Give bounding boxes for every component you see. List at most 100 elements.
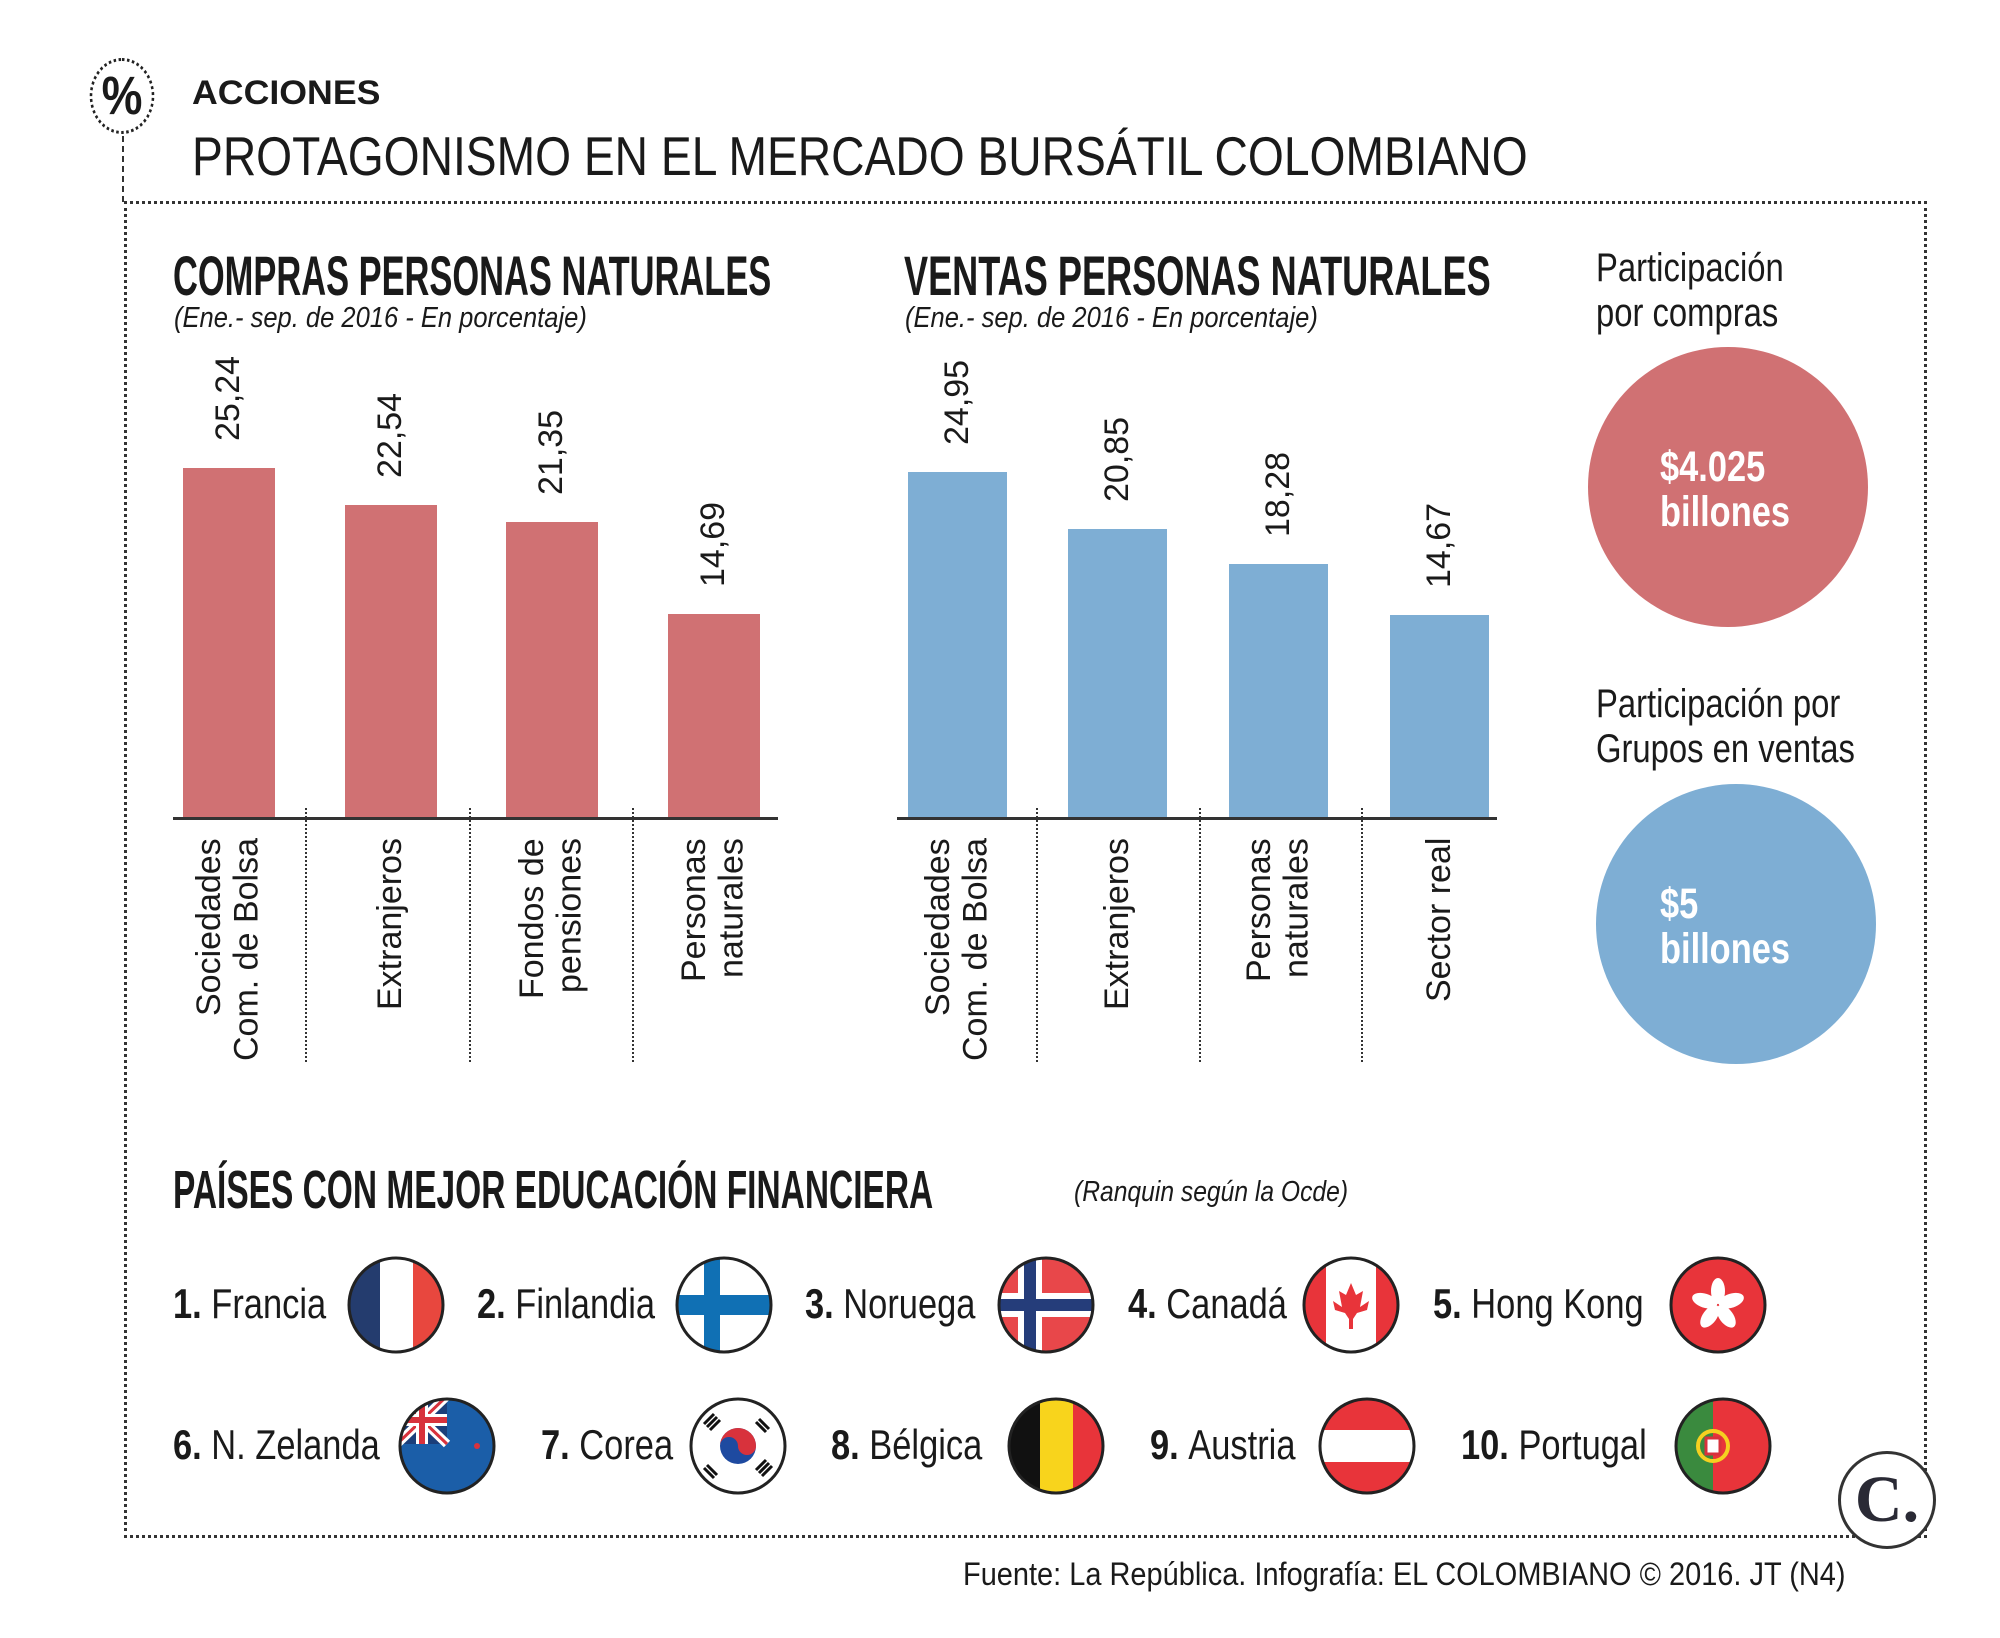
category-divider [1361, 808, 1363, 1062]
country-item: 1. Francia [173, 1283, 360, 1325]
category-label: Sociedades Com. de Bolsa [918, 838, 994, 1061]
logo-text: C. [1854, 1463, 1920, 1536]
country-item: 3. Noruega [805, 1283, 1013, 1325]
kicker-text: ACCIONES [192, 74, 381, 112]
bar [1068, 528, 1167, 818]
country-rank: 2. [477, 1280, 516, 1327]
portugal-flag-icon [1673, 1396, 1773, 1496]
country-name: Francia [211, 1280, 327, 1327]
circle-value: $5 [1660, 880, 1699, 928]
country-name: Portugal [1518, 1421, 1647, 1468]
category-label: Personas naturales [1239, 838, 1315, 982]
bar [506, 521, 598, 818]
category-divider [469, 808, 471, 1062]
country-rank: 3. [805, 1280, 844, 1327]
chart-title-text: VENTAS PERSONAS NATURALES [904, 244, 1491, 307]
country-item: 7. Corea [541, 1424, 702, 1466]
circle-unit: billones [1660, 925, 1790, 974]
country-name: Hong Kong [1471, 1280, 1644, 1327]
country-item: 5. Hong Kong [1433, 1283, 1690, 1325]
kicker: ACCIONES [192, 74, 380, 113]
x-axis [897, 817, 1497, 820]
value-label: 25,24 [209, 355, 247, 441]
finland-flag-icon [674, 1255, 774, 1355]
category-divider [632, 808, 634, 1062]
country-item: 6. N. Zelanda [173, 1424, 425, 1466]
belgium-flag-icon [1006, 1396, 1106, 1496]
country-name: Bélgica [869, 1421, 983, 1468]
canada-flag-icon [1301, 1255, 1401, 1355]
chart-subtitle-text: (Ene.- sep. de 2016 - En porcentaje) [905, 302, 1318, 334]
bar [1229, 564, 1328, 818]
countries-note: (Ranquin según la Ocde) [1074, 1176, 1396, 1209]
country-rank: 5. [1433, 1280, 1472, 1327]
countries-title: PAÍSES CON MEJOR EDUCACIÓN FINANCIERA [173, 1163, 1399, 1217]
country-item: 2. Finlandia [477, 1283, 694, 1325]
category-divider [1036, 808, 1038, 1062]
countries-note-text: (Ranquin según la Ocde) [1074, 1176, 1349, 1208]
norway-flag-icon [996, 1255, 1096, 1355]
korea-flag-icon [688, 1396, 788, 1496]
bar [908, 471, 1007, 818]
chart-title-ventas: VENTAS PERSONAS NATURALES [904, 248, 1814, 304]
category-divider [1199, 808, 1201, 1062]
value-label: 14,67 [1419, 502, 1458, 588]
bar [1390, 614, 1489, 818]
category-divider [305, 808, 307, 1062]
value-label: 22,54 [371, 393, 409, 479]
circle-value: $4.025 [1660, 443, 1766, 491]
country-rank: 9. [1150, 1421, 1189, 1468]
source-footer: Fuente: La República. Infografía: EL COL… [963, 1556, 1938, 1593]
divider [122, 136, 124, 202]
country-rank: 8. [831, 1421, 870, 1468]
category-label: Personas naturales [675, 838, 751, 982]
country-item: 9. Austria [1150, 1424, 1327, 1466]
participacion-compras-title: Participación por compras [1596, 246, 1825, 336]
chart-title-text: COMPRAS PERSONAS NATURALES [173, 244, 772, 307]
countries-title-text: PAÍSES CON MEJOR EDUCACIÓN FINANCIERA [173, 1160, 934, 1220]
country-name: Noruega [843, 1280, 976, 1327]
country-rank: 1. [173, 1280, 212, 1327]
value-label: 20,85 [1097, 416, 1136, 502]
category-label: Extranjeros [371, 838, 409, 1010]
chart-title-compras: COMPRAS PERSONAS NATURALES [173, 248, 1146, 304]
chart-subtitle-text: (Ene.- sep. de 2016 - En porcentaje) [174, 302, 587, 334]
x-axis [173, 817, 778, 820]
bar [668, 614, 760, 818]
content-frame [124, 201, 1927, 1538]
new-zealand-flag-icon [397, 1396, 497, 1496]
country-item: 4. Canadá [1128, 1283, 1322, 1325]
category-label: Sector real [1419, 838, 1458, 1003]
country-rank: 10. [1461, 1421, 1519, 1468]
page-title-text: PROTAGONISMO EN EL MERCADO BURSÁTIL COLO… [192, 125, 1528, 187]
country-item: 8. Bélgica [831, 1424, 1015, 1466]
country-name: Austria [1188, 1421, 1296, 1468]
bar [345, 505, 437, 818]
page-title: PROTAGONISMO EN EL MERCADO BURSÁTIL COLO… [192, 124, 1782, 188]
country-name: Corea [579, 1421, 674, 1468]
country-rank: 4. [1128, 1280, 1167, 1327]
country-rank: 6. [173, 1421, 212, 1468]
country-name: Canadá [1166, 1280, 1287, 1327]
category-label: Fondos de pensiones [513, 838, 589, 999]
title-line: Grupos en ventas [1596, 726, 1855, 771]
value-label: 14,69 [694, 502, 732, 588]
bar [183, 467, 275, 818]
ventas-circle: $5 billones [1596, 784, 1876, 1064]
france-flag-icon [346, 1255, 446, 1355]
title-line: Participación [1596, 246, 1784, 290]
chart-subtitle-ventas: (Ene.- sep. de 2016 - En porcentaje) [905, 302, 1374, 335]
country-name: N. Zelanda [211, 1421, 380, 1468]
value-label: 18,28 [1258, 452, 1297, 538]
country-name: Finlandia [515, 1280, 656, 1327]
circle-unit: billones [1660, 488, 1790, 537]
category-label: Sociedades Com. de Bolsa [190, 838, 266, 1061]
compras-circle: $4.025 billones [1588, 347, 1868, 627]
value-label: 21,35 [532, 409, 570, 495]
country-rank: 7. [541, 1421, 580, 1468]
el-colombiano-logo: C. [1838, 1451, 1936, 1549]
percent-icon: % [89, 58, 155, 134]
participacion-ventas-title: Participación por Grupos en ventas [1596, 682, 1912, 772]
austria-flag-icon [1317, 1396, 1417, 1496]
chart-subtitle-compras: (Ene.- sep. de 2016 - En porcentaje) [174, 302, 643, 335]
